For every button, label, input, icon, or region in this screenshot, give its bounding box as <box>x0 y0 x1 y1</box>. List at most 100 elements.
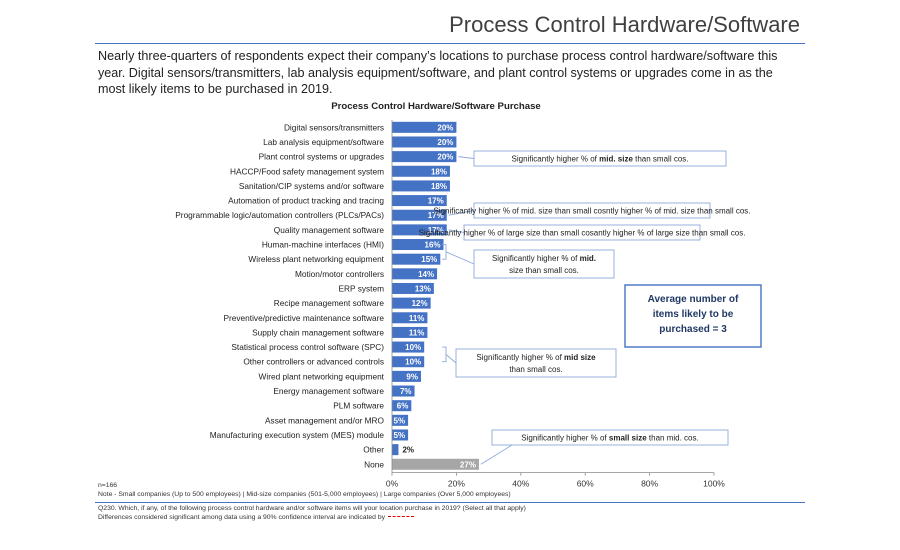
x-tick-label: 40% <box>512 479 529 489</box>
bar-value-label: 12% <box>412 299 428 308</box>
x-tick-label: 20% <box>448 479 465 489</box>
bar-value-label: 20% <box>437 123 453 132</box>
category-label: ERP system <box>339 283 385 293</box>
significance-dash-icon <box>388 516 415 518</box>
category-label: Energy management software <box>273 386 384 396</box>
bar <box>392 312 428 324</box>
bar-value-label: 16% <box>425 241 441 250</box>
category-label: None <box>364 459 384 469</box>
page-title: Process Control Hardware/Software <box>449 12 800 37</box>
category-label: Other <box>363 445 384 455</box>
bar <box>392 268 438 280</box>
bar-value-label: 18% <box>431 167 447 176</box>
bar-value-label: 27% <box>460 460 476 469</box>
bar <box>392 209 447 221</box>
bar-value-label: 17% <box>428 211 444 220</box>
category-label: Automation of product tracking and traci… <box>228 196 384 206</box>
callout-text: Significantly higher % of mid. size than… <box>433 207 750 216</box>
bar <box>392 356 425 368</box>
bar <box>392 414 409 426</box>
category-label: Wired plant networking equipment <box>259 371 385 381</box>
callout-text: Significantly higher % of mid size <box>476 353 596 362</box>
callout-bracket <box>442 244 447 260</box>
callout-text: than small cos. <box>509 365 562 374</box>
bar <box>392 341 425 353</box>
callout-connector <box>448 210 475 216</box>
category-label: Manufacturing execution system (MES) mod… <box>210 430 385 440</box>
bar-value-label: 18% <box>431 182 447 191</box>
category-label: HACCP/Food safety management system <box>230 166 384 176</box>
bar-value-label: 20% <box>437 153 453 162</box>
category-label: Sanitation/CIP systems and/or software <box>239 181 384 191</box>
bar-value-label: 10% <box>405 358 421 367</box>
bar <box>392 429 409 441</box>
bar <box>392 239 444 251</box>
callout-bracket <box>442 346 447 363</box>
category-label: PLM software <box>333 401 384 411</box>
average-items-text: purchased = 3 <box>659 324 727 335</box>
category-label: Programmable logic/automation controller… <box>175 210 384 220</box>
x-tick-label: 100% <box>703 479 725 489</box>
title-divider <box>95 43 805 44</box>
sample-size-note: n=166 <box>98 482 117 489</box>
callout-connector <box>445 251 475 265</box>
category-label: Plant control systems or upgrades <box>259 152 384 162</box>
x-tick-label: 0% <box>386 479 399 489</box>
callout-text: Significantly higher % of large size tha… <box>419 229 746 238</box>
callout-connector <box>448 229 465 233</box>
category-label: Quality management software <box>274 225 385 235</box>
bar <box>392 282 434 294</box>
bar <box>392 224 447 236</box>
bar-value-label: 2% <box>402 446 414 455</box>
category-label: Preventive/predictive maintenance softwa… <box>224 313 385 323</box>
significance-callout-box <box>491 429 729 446</box>
bar <box>392 253 441 265</box>
bar-value-label: 5% <box>394 416 406 425</box>
chart-title: Process Control Hardware/Software Purcha… <box>331 101 541 112</box>
callout-text: Significantly higher % of small size tha… <box>521 434 698 443</box>
footnote-significance: Differences considered significant among… <box>98 514 798 523</box>
bar-value-label: 14% <box>418 270 434 279</box>
footer-divider <box>95 502 805 503</box>
bar-value-label: 5% <box>394 431 406 440</box>
callout-text: Significantly higher % of mid. size than… <box>512 155 689 164</box>
category-label: Supply chain management software <box>252 327 384 337</box>
bar <box>392 326 428 338</box>
bar <box>392 165 450 177</box>
bar-value-label: 7% <box>400 387 412 396</box>
bar <box>392 400 412 412</box>
average-items-text: items likely to be <box>653 309 734 320</box>
category-label: Lab analysis equipment/software <box>263 137 384 147</box>
intro-text: Nearly three-quarters of respondents exp… <box>98 49 778 96</box>
bar-value-label: 20% <box>437 138 453 147</box>
callout-text: Significantly higher % of mid. <box>492 254 596 263</box>
callout-connector <box>480 444 513 465</box>
bar-value-label: 11% <box>409 328 425 337</box>
bar <box>392 385 415 397</box>
category-label: Wireless plant networking equipment <box>248 254 384 264</box>
category-label: Statistical process control software (SP… <box>231 342 384 352</box>
bar-value-label: 11% <box>409 314 425 323</box>
bar <box>392 195 447 207</box>
category-label: Asset management and/or MRO <box>265 415 385 425</box>
bar <box>392 444 399 456</box>
callout-text: size than small cos. <box>509 266 579 275</box>
bar <box>392 297 431 309</box>
bar-value-label: 13% <box>415 284 431 293</box>
bar-value-label: 10% <box>405 343 421 352</box>
bar <box>392 151 457 163</box>
category-label: Human-machine interfaces (HMI) <box>262 240 384 250</box>
x-tick-label: 80% <box>641 479 658 489</box>
bar-value-label: 17% <box>428 226 444 235</box>
bar <box>392 121 457 133</box>
significance-callout-box <box>455 348 617 378</box>
bar <box>392 180 450 192</box>
bar <box>392 458 479 470</box>
footnote-question: Q230. Which, if any, of the following pr… <box>98 505 526 512</box>
bar-value-label: 17% <box>428 197 444 206</box>
callout-connector <box>445 354 457 364</box>
average-items-box <box>624 284 762 348</box>
bar <box>392 136 457 148</box>
bar-value-label: 6% <box>397 402 409 411</box>
